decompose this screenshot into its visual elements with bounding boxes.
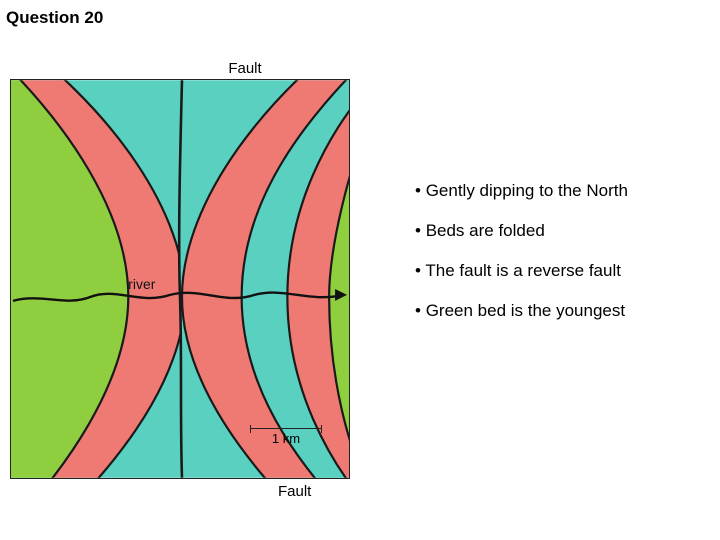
scale-bar: 1 km <box>250 428 322 446</box>
question-title: Question 20 <box>6 8 103 28</box>
fault-label-bottom: Fault <box>278 483 311 500</box>
bullet-item: The fault is a reverse fault <box>415 260 628 282</box>
answer-bullets: Gently dipping to the North Beds are fol… <box>415 180 628 340</box>
river-label: river <box>128 276 155 292</box>
bullet-item: Green bed is the youngest <box>415 300 628 322</box>
scale-label: 1 km <box>250 431 322 446</box>
bullet-item: Beds are folded <box>415 220 628 242</box>
geologic-map: river <box>10 79 350 479</box>
bullet-item: Gently dipping to the North <box>415 180 628 202</box>
fault-label-top: Fault <box>130 60 360 77</box>
